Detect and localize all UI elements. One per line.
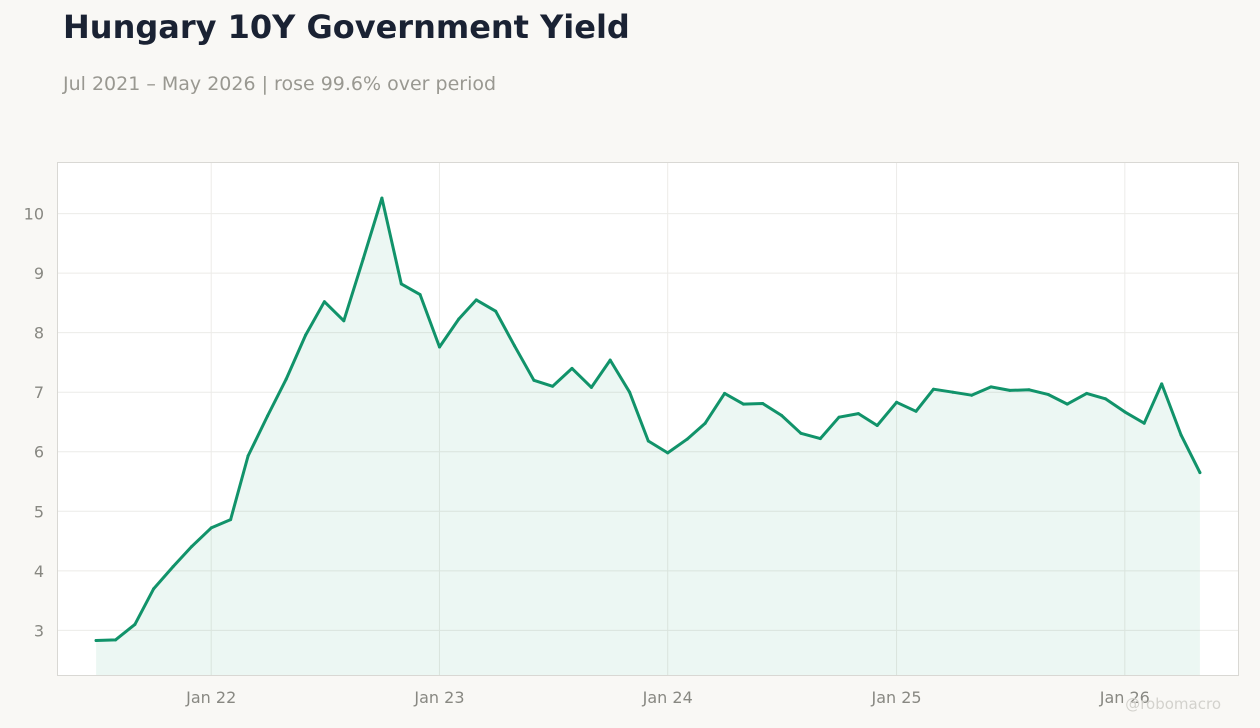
data-point xyxy=(837,415,841,419)
data-point xyxy=(951,390,955,394)
data-point xyxy=(94,639,98,642)
data-point xyxy=(399,282,403,286)
data-point xyxy=(551,384,555,388)
data-point xyxy=(246,454,250,458)
data-point xyxy=(666,451,670,455)
data-point xyxy=(589,385,593,389)
x-tick-label: Jan 26 xyxy=(1099,688,1150,707)
data-point xyxy=(741,402,745,406)
y-tick-label: 10 xyxy=(24,205,44,224)
y-tick-label: 6 xyxy=(34,443,44,462)
data-point xyxy=(152,587,156,591)
data-point xyxy=(1065,402,1069,406)
data-point xyxy=(266,414,269,418)
data-point xyxy=(703,421,707,425)
data-point xyxy=(284,377,288,381)
data-point xyxy=(342,319,346,323)
y-tick-label: 9 xyxy=(34,264,44,283)
data-point xyxy=(361,257,365,261)
watermark: @robomacro xyxy=(1125,695,1221,713)
data-point xyxy=(989,385,993,389)
data-point xyxy=(628,390,632,394)
data-point xyxy=(133,622,137,626)
data-point xyxy=(304,333,308,337)
x-tick-label: Jan 24 xyxy=(642,688,693,707)
data-point xyxy=(856,412,860,416)
data-point xyxy=(875,424,879,427)
x-axis: Jan 22 Jan 23 Jan 24 Jan 25 Jan 26 xyxy=(185,688,1150,707)
data-point xyxy=(1027,388,1031,392)
data-point xyxy=(570,366,574,370)
data-point xyxy=(799,431,803,435)
data-point xyxy=(1198,471,1202,475)
data-point xyxy=(322,300,326,304)
x-tick-label: Jan 22 xyxy=(185,688,236,707)
data-point xyxy=(646,439,650,443)
data-point xyxy=(171,565,175,569)
series-area-fill xyxy=(96,198,1200,675)
chart-title: Hungary 10Y Government Yield xyxy=(63,8,630,46)
data-point xyxy=(532,378,536,382)
data-point xyxy=(513,344,516,348)
data-point xyxy=(418,293,422,297)
data-point xyxy=(114,638,117,642)
y-tick-label: 7 xyxy=(34,383,44,402)
data-point xyxy=(608,358,612,362)
data-point xyxy=(457,317,461,321)
data-point xyxy=(1142,421,1146,425)
data-point xyxy=(914,409,918,413)
plot-background xyxy=(57,162,1239,676)
y-tick-label: 5 xyxy=(34,502,44,521)
data-point xyxy=(229,518,233,522)
y-tick-label: 4 xyxy=(34,562,44,581)
data-point xyxy=(1123,410,1127,414)
data-point xyxy=(723,391,727,395)
data-point xyxy=(474,298,478,302)
y-tick-label: 8 xyxy=(34,324,44,343)
data-point xyxy=(818,437,822,441)
data-point xyxy=(190,544,194,548)
y-tick-label: 3 xyxy=(34,621,44,640)
data-point xyxy=(1047,393,1050,397)
series-layer xyxy=(94,196,1202,675)
x-tick-label: Jan 23 xyxy=(413,688,464,707)
data-point xyxy=(895,400,899,404)
data-point xyxy=(1103,397,1107,401)
data-point xyxy=(685,437,689,441)
data-point xyxy=(1160,382,1164,386)
data-point xyxy=(780,413,783,417)
x-tick-label: Jan 25 xyxy=(871,688,922,707)
data-point xyxy=(761,402,765,405)
data-point xyxy=(438,345,441,349)
data-point xyxy=(1085,391,1089,395)
y-axis: 3 4 5 6 7 8 9 10 xyxy=(24,205,44,641)
data-point xyxy=(380,196,384,200)
data-point xyxy=(970,393,974,397)
data-point xyxy=(1008,388,1012,392)
data-point xyxy=(1179,433,1183,437)
data-point xyxy=(932,387,935,391)
chart-subtitle: Jul 2021 – May 2026 | rose 99.6% over pe… xyxy=(63,73,497,95)
data-point xyxy=(494,309,498,313)
data-point xyxy=(209,526,213,530)
